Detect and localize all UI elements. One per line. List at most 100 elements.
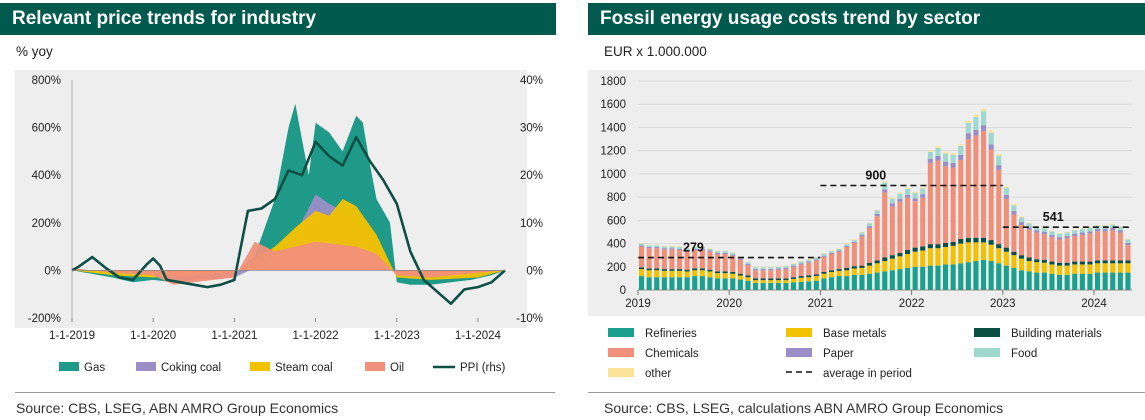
base-metals-bar — [965, 242, 971, 263]
building-materials-bar — [882, 257, 888, 261]
building-materials-bar — [1110, 260, 1116, 264]
building-materials-bar — [889, 255, 895, 259]
paper-bar — [745, 263, 751, 266]
paper-bar — [889, 203, 895, 207]
other-bar — [1072, 229, 1078, 231]
paper-bar — [798, 263, 804, 265]
building-materials-bar — [912, 247, 918, 252]
chemicals-bar — [927, 162, 933, 245]
building-materials-bar — [935, 244, 941, 249]
food-bar — [1125, 239, 1131, 243]
chemicals-bar — [722, 254, 728, 272]
paper-bar — [1087, 231, 1093, 234]
building-materials-bar — [1003, 247, 1009, 252]
paper-bar — [730, 254, 736, 256]
right-source-note: Source: CBS, LSEG, calculations ABN AMRO… — [604, 400, 1004, 416]
left-area-series — [72, 103, 505, 285]
chemicals-bar — [1110, 230, 1116, 261]
chemicals-bar — [798, 264, 804, 277]
base-metals-bar — [1102, 263, 1108, 273]
food-bar — [753, 267, 759, 270]
left-chart-unit: % yoy — [16, 44, 53, 59]
refineries-bar — [927, 265, 933, 290]
food-bar — [851, 240, 857, 242]
other-bar — [715, 250, 721, 252]
building-materials-bar — [829, 270, 835, 272]
refineries-bar — [859, 274, 865, 290]
food-bar — [874, 210, 880, 214]
food-bar — [654, 245, 660, 248]
legend-building-materials-label: Building materials — [1011, 328, 1102, 340]
other-bar — [927, 150, 933, 152]
food-bar — [981, 111, 987, 126]
chemicals-bar — [829, 254, 835, 271]
refineries-bar — [654, 277, 660, 290]
food-bar — [722, 251, 728, 253]
other-bar — [958, 144, 964, 147]
paper-bar — [836, 250, 842, 252]
refineries-bar — [775, 283, 781, 290]
y-tick-label: 0 — [620, 285, 626, 297]
y-tick-label: 800 — [607, 192, 626, 204]
building-materials-bar — [813, 274, 819, 277]
other-bar — [973, 114, 979, 117]
refineries-bar — [905, 267, 911, 290]
refineries-bar — [737, 279, 743, 290]
chemicals-bar — [1057, 239, 1063, 263]
building-materials-bar — [707, 269, 713, 272]
refineries-bar — [829, 277, 835, 290]
chemicals-bar — [791, 266, 797, 278]
oil-area — [72, 241, 505, 285]
building-materials-bar — [1087, 261, 1093, 265]
base-metals-bar — [1019, 258, 1025, 271]
food-bar — [965, 122, 971, 134]
paper-bar — [768, 269, 774, 271]
paper-bar — [646, 247, 652, 249]
refineries-bar — [1079, 273, 1085, 290]
refineries-bar — [874, 272, 880, 290]
other-bar — [1057, 233, 1063, 234]
refineries-bar — [965, 262, 971, 290]
refineries-bar — [684, 277, 690, 290]
building-materials-bar — [981, 237, 987, 243]
chemicals-bar — [1026, 229, 1032, 258]
building-materials-bar — [753, 278, 759, 281]
chemicals-bar — [1041, 234, 1047, 260]
food-bar — [935, 147, 941, 156]
building-materials-bar — [1034, 259, 1040, 263]
chemicals-bar — [1034, 232, 1040, 260]
base-metals-bar — [745, 277, 751, 281]
other-bar — [791, 263, 797, 264]
left-chart-panel: Relevant price trends for industry % yoy… — [0, 0, 556, 420]
food-bar — [692, 247, 698, 249]
building-materials-bar — [927, 244, 933, 249]
x-tick-label: 2020 — [716, 298, 742, 310]
paper-bar — [753, 269, 759, 271]
chemicals-bar — [1095, 231, 1101, 261]
y-tick-label: 1000 — [600, 169, 626, 181]
refineries-bar — [768, 283, 774, 290]
refineries-bar — [661, 277, 667, 290]
other-bar — [646, 244, 652, 246]
refineries-bar — [730, 278, 736, 290]
base-metals-bar — [844, 270, 850, 277]
food-bar — [783, 266, 789, 268]
other-bar — [1041, 227, 1047, 229]
chemicals-bar — [844, 247, 850, 268]
building-materials-bar — [965, 237, 971, 243]
base-metals-bar — [996, 248, 1002, 264]
right-axes: 0 200 400 600 800 1000 1200 1400 1600 1800 2019 202… — [600, 76, 1132, 310]
base-metals-bar — [1110, 263, 1116, 273]
paper-bar — [677, 248, 683, 250]
building-materials-bar — [950, 241, 956, 246]
right-bar-series — [639, 108, 1131, 290]
base-metals-bar — [1117, 263, 1123, 273]
building-materials-bar — [821, 272, 827, 274]
building-materials-bar — [722, 271, 728, 274]
legend-base-metals-label: Base metals — [823, 328, 887, 340]
paper-bar — [707, 250, 713, 252]
base-metals-bar — [715, 273, 721, 279]
chemicals-bar — [806, 262, 812, 276]
refineries-bar — [935, 265, 941, 290]
chemicals-bar — [813, 260, 819, 275]
